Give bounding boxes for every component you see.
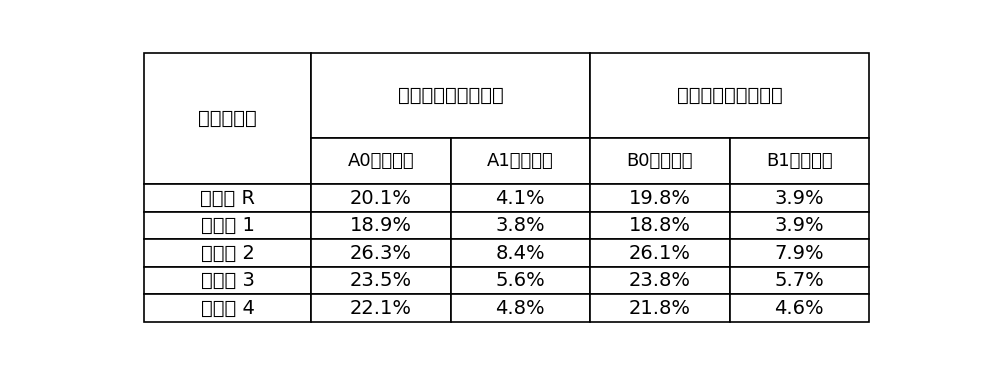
Bar: [450, 267, 590, 294]
Text: 3.8%: 3.8%: [495, 216, 545, 235]
Text: 5.7%: 5.7%: [774, 271, 824, 290]
Bar: [450, 240, 590, 267]
Text: 20.1%: 20.1%: [350, 189, 412, 208]
Bar: [450, 212, 590, 240]
Text: 7.9%: 7.9%: [774, 244, 824, 263]
Bar: [730, 267, 869, 294]
Text: 实施例 4: 实施例 4: [201, 298, 255, 318]
Text: 26.3%: 26.3%: [350, 244, 412, 263]
Text: 21.8%: 21.8%: [629, 298, 691, 318]
Bar: [311, 53, 590, 138]
Bar: [590, 294, 730, 322]
Text: 实施例 3: 实施例 3: [201, 271, 255, 290]
Bar: [144, 267, 311, 294]
Text: 18.8%: 18.8%: [629, 216, 691, 235]
Text: 3.9%: 3.9%: [774, 189, 824, 208]
Bar: [311, 267, 450, 294]
Text: B0（新鲜）: B0（新鲜）: [626, 152, 693, 170]
Bar: [311, 294, 450, 322]
Bar: [311, 212, 450, 240]
Bar: [590, 240, 730, 267]
Text: 19.8%: 19.8%: [629, 189, 691, 208]
Text: 4.8%: 4.8%: [495, 298, 545, 318]
Bar: [730, 184, 869, 212]
Bar: [144, 212, 311, 240]
Text: 23.5%: 23.5%: [350, 271, 412, 290]
Text: 4.6%: 4.6%: [774, 298, 824, 318]
Text: 实施例编号: 实施例编号: [198, 109, 257, 128]
Bar: [144, 294, 311, 322]
Text: A0（新鲜）: A0（新鲜）: [347, 152, 414, 170]
Text: 实施例 2: 实施例 2: [201, 244, 255, 263]
Text: A1（老化）: A1（老化）: [487, 152, 554, 170]
Text: B1（老化）: B1（老化）: [766, 152, 833, 170]
Bar: [730, 294, 869, 322]
Bar: [450, 294, 590, 322]
Bar: [144, 240, 311, 267]
Bar: [590, 184, 730, 212]
Bar: [590, 53, 869, 138]
Bar: [144, 184, 311, 212]
Bar: [730, 138, 869, 184]
Bar: [730, 212, 869, 240]
Bar: [730, 240, 869, 267]
Text: 22.1%: 22.1%: [350, 298, 412, 318]
Text: 26.1%: 26.1%: [629, 244, 691, 263]
Bar: [311, 184, 450, 212]
Bar: [590, 212, 730, 240]
Text: 直接干燥焙烧分散度: 直接干燥焙烧分散度: [398, 86, 503, 105]
Text: 实施例 1: 实施例 1: [201, 216, 255, 235]
Text: 对比例 R: 对比例 R: [200, 189, 255, 208]
Bar: [590, 267, 730, 294]
Bar: [590, 138, 730, 184]
Bar: [450, 138, 590, 184]
Bar: [144, 53, 311, 184]
Bar: [311, 240, 450, 267]
Bar: [450, 184, 590, 212]
Text: 8.4%: 8.4%: [495, 244, 545, 263]
Text: 4.1%: 4.1%: [495, 189, 545, 208]
Text: 23.8%: 23.8%: [629, 271, 691, 290]
Text: 18.9%: 18.9%: [350, 216, 412, 235]
Text: 5.6%: 5.6%: [495, 271, 545, 290]
Text: 3.9%: 3.9%: [774, 216, 824, 235]
Text: 剩浆干燥焙烧分散度: 剩浆干燥焙烧分散度: [677, 86, 782, 105]
Bar: [311, 138, 450, 184]
